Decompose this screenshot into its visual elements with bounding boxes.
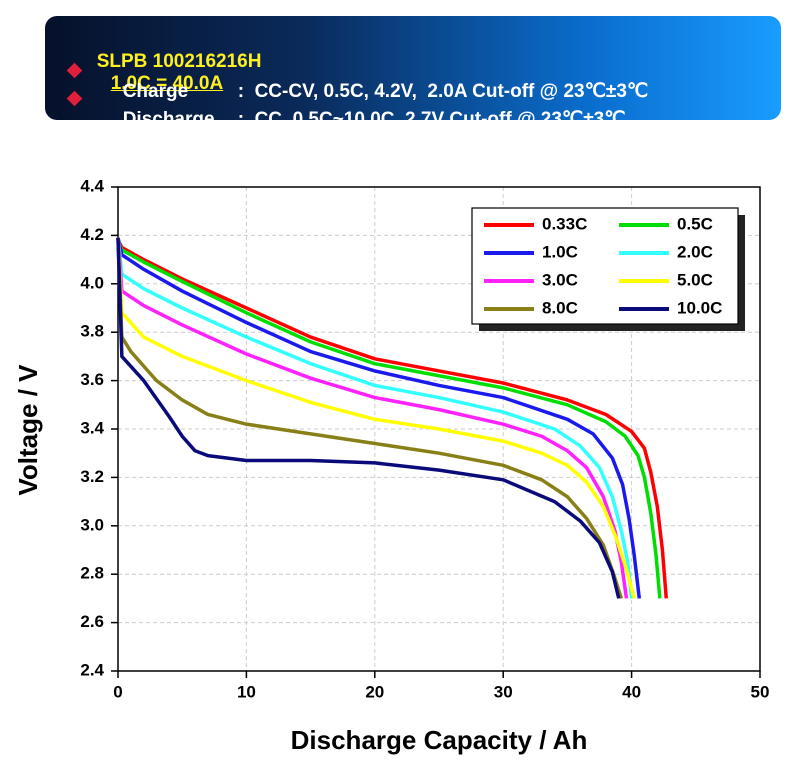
- series-line: [116, 237, 629, 599]
- y-tick-label: 2.4: [80, 660, 104, 679]
- x-tick-label: 50: [751, 682, 770, 701]
- series-line: [116, 237, 634, 599]
- legend-label: 3.0C: [542, 270, 578, 289]
- legend-label: 0.33C: [542, 214, 587, 233]
- discharge-label: Discharge: [122, 109, 215, 130]
- x-tick-label: 40: [622, 682, 641, 701]
- series-line: [116, 237, 621, 599]
- y-tick-label: 4.2: [80, 225, 104, 244]
- y-tick-label: 3.0: [80, 515, 104, 534]
- charge-label: Charge: [122, 81, 189, 102]
- charge-line: Charge : CC-CV, 0.5C, 4.2V, 2.0A Cut-off …: [91, 58, 649, 125]
- series-line: [116, 239, 669, 599]
- model: SLPB 100216216H: [96, 51, 262, 72]
- legend-label: 10.0C: [677, 298, 722, 317]
- series-line: [116, 237, 636, 599]
- discharge-line: Discharge : CC, 0.5C~10.0C, 2.7V Cut-off …: [91, 86, 626, 153]
- legend-box: [471, 207, 739, 325]
- legend-label: 5.0C: [677, 270, 713, 289]
- y-axis-label: Voltage / V: [13, 364, 43, 496]
- y-tick-label: 2.8: [80, 564, 104, 583]
- x-axis-label: Discharge Capacity / Ah: [291, 725, 588, 755]
- legend-label: 8.0C: [542, 298, 578, 317]
- legend-label: 0.5C: [677, 214, 713, 233]
- charge-spec: : CC-CV, 0.5C, 4.2V, 2.0A Cut-off @ 23℃±…: [237, 81, 649, 102]
- y-tick-label: 3.8: [80, 322, 104, 341]
- series-line: [116, 237, 642, 599]
- y-tick-label: 4.0: [80, 273, 104, 292]
- x-tick-label: 10: [237, 682, 256, 701]
- y-tick-label: 3.2: [80, 467, 104, 486]
- series-line: [116, 237, 623, 599]
- rating: 1.0C = 40.0A: [110, 73, 224, 94]
- legend-label: 1.0C: [542, 242, 578, 261]
- header-line: SLPB 100216216H 1.0C = 40.0A: [65, 29, 262, 117]
- discharge-spec: : CC, 0.5C~10.0C, 2.7V Cut-off @ 23℃±3℃: [237, 109, 626, 130]
- y-tick-label: 2.6: [80, 612, 104, 631]
- series-line: [116, 239, 662, 599]
- plot-frame: [117, 186, 761, 672]
- legend-shadow: [479, 215, 745, 331]
- x-tick-label: 0: [113, 682, 122, 701]
- y-tick-label: 3.4: [80, 418, 104, 437]
- x-tick-label: 20: [365, 682, 384, 701]
- x-tick-label: 30: [494, 682, 513, 701]
- y-tick-label: 3.6: [80, 370, 104, 389]
- y-tick-label: 4.4: [80, 176, 104, 195]
- legend-label: 2.0C: [677, 242, 713, 261]
- header-banner: SLPB 100216216H 1.0C = 40.0A Charge : CC-…: [45, 16, 781, 130]
